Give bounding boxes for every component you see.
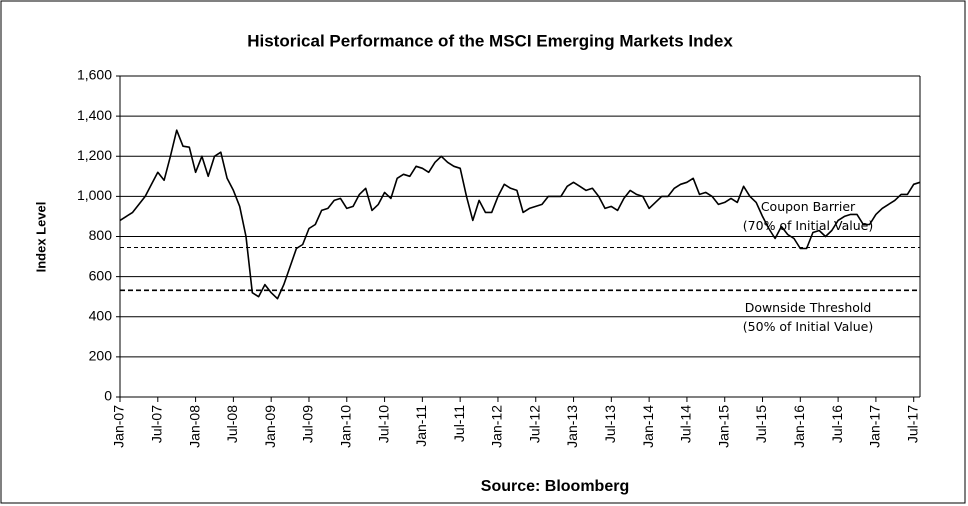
y-tick-label: 400 (89, 307, 113, 323)
x-tick-label: Jul-12 (526, 405, 542, 443)
x-tick-label: Jan-07 (111, 405, 127, 448)
x-tick-label: Jan-14 (640, 405, 656, 448)
x-tick-label: Jan-17 (867, 405, 883, 448)
reference-label: (70% of Initial Value) (743, 218, 873, 233)
y-axis-label: Index Level (33, 202, 48, 273)
y-tick-label: 1,400 (77, 107, 112, 123)
reference-label: Downside Threshold (745, 300, 872, 315)
y-tick-label: 1,600 (77, 67, 112, 83)
x-tick-label: Jul-17 (904, 405, 920, 443)
source: Source: Bloomberg (481, 478, 629, 495)
reference-label: (50% of Initial Value) (743, 319, 873, 334)
chart-title: Historical Performance of the MSCI Emerg… (247, 31, 733, 50)
x-tick-label: Jan-15 (715, 405, 731, 448)
x-tick-label: Jul-15 (753, 405, 769, 443)
x-tick-label: Jan-12 (489, 405, 505, 448)
x-tick-label: Jul-13 (602, 405, 618, 443)
x-tick-label: Jan-16 (791, 405, 807, 448)
x-tick-label: Jan-09 (262, 405, 278, 448)
data-line (119, 129, 921, 300)
x-tick-label: Jan-10 (337, 405, 353, 448)
y-tick-label: 1,200 (77, 147, 112, 163)
x-tick-label: Jan-11 (413, 405, 429, 447)
reference-label: Coupon Barrier (761, 199, 856, 214)
y-tick-label: 800 (89, 227, 113, 243)
y-tick-label: 0 (104, 388, 112, 404)
x-tick-label: Jul-10 (375, 405, 391, 443)
x-tick-label: Jul-11 (451, 405, 467, 442)
y-tick-label: 200 (89, 348, 113, 364)
x-tick-label: Jan-13 (564, 405, 580, 448)
y-tick-label: 600 (89, 267, 113, 283)
x-tick-label: Jul-14 (678, 405, 694, 443)
y-tick-label: 1,000 (77, 187, 112, 203)
x-tick-label: Jul-07 (148, 405, 164, 443)
x-tick-label: Jul-08 (224, 405, 240, 443)
x-tick-label: Jul-09 (300, 405, 316, 443)
x-tick-label: Jan-08 (186, 405, 202, 448)
x-tick-label: Jul-16 (829, 405, 845, 443)
